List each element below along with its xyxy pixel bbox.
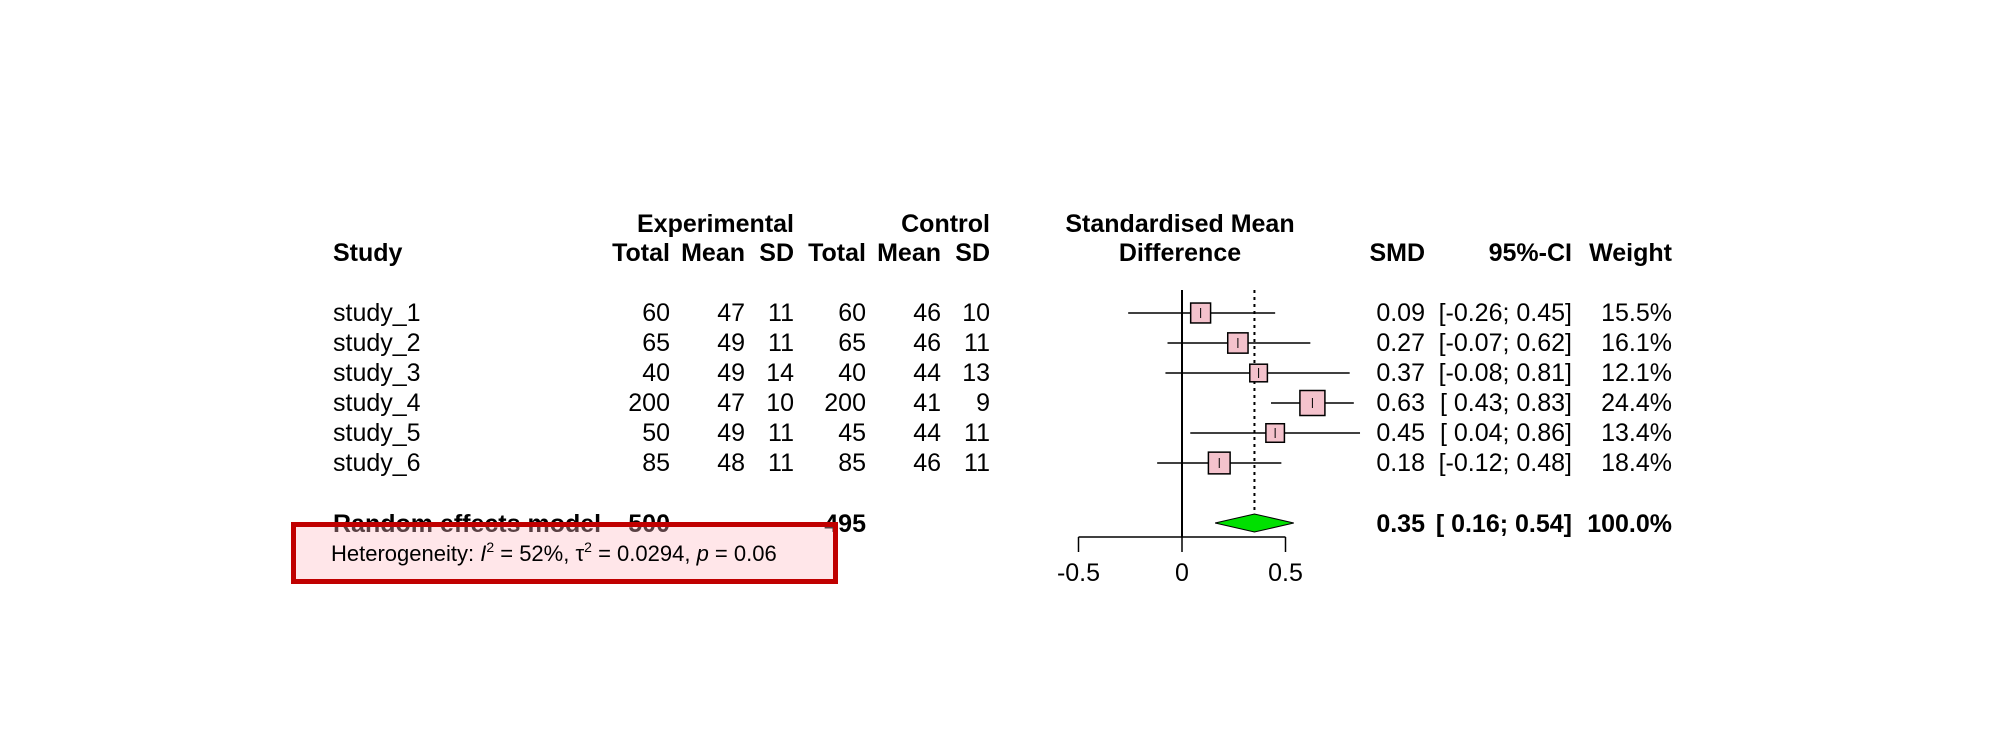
weight-column-header: Weight	[1589, 239, 1672, 267]
total-e-column-header: Total	[612, 239, 670, 267]
mean-e-value: 47	[717, 299, 745, 327]
smd-value: 0.09	[1376, 299, 1425, 327]
sd-c-value: 11	[964, 419, 990, 447]
sd-e-value: 11	[768, 299, 794, 327]
heterogeneity-highlight-box	[291, 522, 838, 584]
mean-c-value: 41	[913, 389, 941, 417]
ci-value: [-0.08; 0.81]	[1438, 359, 1572, 387]
ci-value: [ 0.43; 0.83]	[1439, 389, 1572, 417]
smd-value: 0.27	[1376, 329, 1425, 357]
i2-symbol: I	[480, 541, 487, 566]
ci-value: [-0.26; 0.45]	[1438, 299, 1572, 327]
control-group-header: Control	[901, 210, 990, 238]
mean-c-column-header: Mean	[877, 239, 941, 267]
total-e-value: 65	[642, 329, 670, 357]
total-c-value: 200	[824, 389, 866, 417]
effect-header-line1: Standardised Mean	[1065, 210, 1295, 238]
sd-e-value: 11	[768, 329, 794, 357]
ci-column-header: 95%-CI	[1488, 239, 1572, 267]
sd-c-value: 9	[976, 389, 990, 417]
p-symbol: p	[696, 541, 709, 566]
x-tick-label: 0.5	[1268, 559, 1303, 587]
p-value: = 0.06	[708, 541, 777, 566]
study-name: study_5	[333, 419, 421, 447]
total-c-value: 65	[838, 329, 866, 357]
study-name: study_6	[333, 449, 421, 477]
weight-value: 18.4%	[1601, 449, 1672, 477]
total-c-value: 85	[838, 449, 866, 477]
sd-e-value: 11	[768, 419, 794, 447]
mean-e-value: 49	[717, 329, 745, 357]
total-c-column-header: Total	[808, 239, 866, 267]
study-name: study_2	[333, 329, 421, 357]
sd-c-column-header: SD	[955, 239, 990, 267]
total-e-value: 85	[642, 449, 670, 477]
sd-e-value: 10	[766, 389, 794, 417]
weight-value: 15.5%	[1601, 299, 1672, 327]
study-name: study_4	[333, 389, 421, 417]
smd-value: 0.37	[1376, 359, 1425, 387]
study-column-header: Study	[333, 239, 403, 267]
total-e-value: 40	[642, 359, 670, 387]
total-c-value: 45	[838, 419, 866, 447]
x-tick-label: 0	[1175, 559, 1189, 587]
total-e-value: 50	[642, 419, 670, 447]
weight-value: 13.4%	[1601, 419, 1672, 447]
mean-c-value: 44	[913, 359, 941, 387]
smd-value: 0.45	[1376, 419, 1425, 447]
smd-value: 0.63	[1376, 389, 1425, 417]
sd-e-value: 11	[768, 449, 794, 477]
sd-c-value: 11	[964, 449, 990, 477]
sd-e-value: 14	[766, 359, 794, 387]
x-tick-label: -0.5	[1057, 559, 1100, 587]
pooled-diamond	[1215, 513, 1294, 533]
tau-value: = 0.0294,	[591, 541, 697, 566]
study-name: study_3	[333, 359, 421, 387]
ci-value: [-0.07; 0.62]	[1438, 329, 1572, 357]
mean-e-value: 47	[717, 389, 745, 417]
total-e-value: 200	[628, 389, 670, 417]
mean-c-value: 46	[913, 449, 941, 477]
sd-e-column-header: SD	[759, 239, 794, 267]
effect-header-line2: Difference	[1118, 239, 1242, 267]
summary-smd: 0.35	[1376, 510, 1425, 538]
ci-value: [ 0.04; 0.86]	[1439, 419, 1572, 447]
i2-superscript: 2	[486, 539, 495, 555]
heterogeneity-text: Heterogeneity: I2 = 52%, τ2 = 0.0294, p …	[331, 539, 777, 567]
weight-value: 24.4%	[1601, 389, 1672, 417]
weight-value: 16.1%	[1601, 329, 1672, 357]
smd-value: 0.18	[1376, 449, 1425, 477]
tau-superscript: 2	[584, 539, 592, 555]
smd-column-header: SMD	[1369, 239, 1425, 267]
summary-ci: [ 0.16; 0.54]	[1435, 510, 1572, 538]
mean-e-value: 49	[717, 359, 745, 387]
sd-c-value: 13	[962, 359, 990, 387]
total-c-value: 60	[838, 299, 866, 327]
mean-c-value: 46	[913, 299, 941, 327]
ci-value: [-0.12; 0.48]	[1438, 449, 1572, 477]
tau-symbol: τ	[575, 541, 585, 566]
summary-weight: 100.0%	[1587, 510, 1672, 538]
sd-c-value: 11	[964, 329, 990, 357]
i2-value: = 52%,	[494, 541, 576, 566]
total-c-value: 40	[838, 359, 866, 387]
mean-e-value: 49	[717, 419, 745, 447]
total-e-value: 60	[642, 299, 670, 327]
mean-e-column-header: Mean	[681, 239, 745, 267]
mean-c-value: 46	[913, 329, 941, 357]
experimental-group-header: Experimental	[636, 210, 794, 238]
weight-value: 12.1%	[1601, 359, 1672, 387]
mean-c-value: 44	[913, 419, 941, 447]
mean-e-value: 48	[717, 449, 745, 477]
heterogeneity-prefix: Heterogeneity:	[331, 541, 481, 566]
study-name: study_1	[333, 299, 421, 327]
sd-c-value: 10	[962, 299, 990, 327]
